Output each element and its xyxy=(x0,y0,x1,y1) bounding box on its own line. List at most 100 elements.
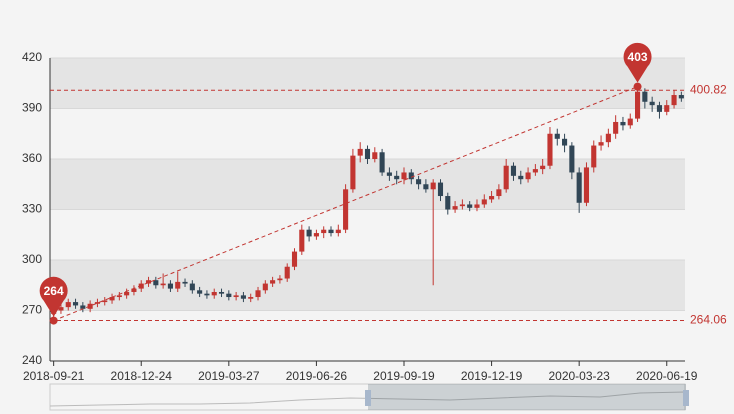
candle-body xyxy=(124,291,130,296)
candle-body xyxy=(510,165,517,176)
y-tick-label: 420 xyxy=(22,50,42,64)
candle-body xyxy=(627,118,633,126)
candle-body xyxy=(554,133,560,139)
candle-body xyxy=(255,290,261,298)
mark-line-label: 264.06 xyxy=(690,313,727,327)
split-area xyxy=(50,209,685,260)
y-tick-label: 390 xyxy=(22,101,42,115)
candle-body xyxy=(394,175,400,180)
candle-body xyxy=(642,91,648,102)
candle-body xyxy=(540,165,546,170)
candle-body xyxy=(72,302,79,306)
candle-body xyxy=(532,169,538,173)
candle-body xyxy=(671,95,677,106)
candle-body xyxy=(102,300,108,303)
candle-body xyxy=(649,101,655,106)
candle-body xyxy=(656,105,663,112)
candle-body xyxy=(591,145,597,168)
candle-body xyxy=(65,302,71,308)
zoom-preview xyxy=(49,391,686,407)
candle-body xyxy=(489,196,495,200)
candle-body xyxy=(167,283,173,289)
candle-body xyxy=(109,297,115,301)
candle-body xyxy=(116,295,122,298)
candle-body xyxy=(350,155,356,190)
candle-body xyxy=(503,165,509,190)
zoom-selection[interactable] xyxy=(368,384,686,410)
candle-body xyxy=(620,121,626,126)
candle-body xyxy=(678,95,684,99)
y-tick-label: 330 xyxy=(22,202,42,216)
candle-body xyxy=(547,133,553,166)
y-tick-label: 360 xyxy=(22,151,42,165)
candle-body xyxy=(562,138,568,146)
candle-body xyxy=(233,295,239,298)
candle-body xyxy=(160,283,166,286)
candle-body xyxy=(437,182,444,197)
split-area xyxy=(50,260,685,311)
candle-body xyxy=(313,233,319,237)
candle-body xyxy=(525,172,531,180)
candle-body xyxy=(496,189,502,197)
y-tick-label: 300 xyxy=(22,252,42,266)
candle-body xyxy=(87,303,93,309)
candle-body xyxy=(408,172,414,180)
candle-body xyxy=(445,196,451,210)
candle-body xyxy=(635,91,641,119)
candle-body xyxy=(664,105,670,112)
y-tick-label: 240 xyxy=(22,353,42,367)
x-tick-label: 2019-06-26 xyxy=(286,369,348,383)
mark-point-dot xyxy=(49,316,58,325)
y-tick-label: 270 xyxy=(22,303,42,317)
candle-body xyxy=(58,307,64,311)
candle-body xyxy=(189,283,195,291)
candle-body xyxy=(481,199,487,205)
zoom-handle[interactable] xyxy=(365,390,371,406)
candle-body xyxy=(569,145,575,173)
x-tick-label: 2020-06-19 xyxy=(636,369,698,383)
candle-body xyxy=(204,293,210,296)
mark-point-label: 403 xyxy=(628,50,648,64)
zoom-handle[interactable] xyxy=(683,390,689,406)
mark-point-pin xyxy=(39,276,68,317)
mark-point-label: 264 xyxy=(44,284,64,298)
candle-body xyxy=(452,206,458,210)
mark-line-label: 400.82 xyxy=(690,82,727,96)
candle-body xyxy=(576,172,582,203)
candle-body xyxy=(197,290,203,294)
data-zoom[interactable] xyxy=(49,383,689,411)
candle-body xyxy=(218,291,225,294)
candle-body xyxy=(328,229,334,234)
candle-body xyxy=(598,142,604,146)
split-area xyxy=(50,310,685,361)
candle-body xyxy=(284,266,290,279)
candle-body xyxy=(364,148,371,159)
candle-body xyxy=(379,152,385,173)
x-tick-label: 2019-03-27 xyxy=(198,369,260,383)
mark-point-pin xyxy=(623,42,652,83)
candle-body xyxy=(467,204,473,208)
candle-body xyxy=(423,184,429,190)
candle-body xyxy=(401,172,407,180)
candle-body xyxy=(299,229,305,252)
candle-body xyxy=(343,189,349,230)
x-tick-label: 2019-09-19 xyxy=(373,369,435,383)
candle-body xyxy=(270,280,276,284)
x-tick-label: 2018-12-24 xyxy=(111,369,173,383)
candle-body xyxy=(248,297,254,299)
candle-body xyxy=(131,288,137,292)
candle-body xyxy=(335,229,341,234)
mark-point-dot xyxy=(633,82,642,91)
candle-body xyxy=(94,302,100,304)
x-tick-label: 2019-12-19 xyxy=(461,369,523,383)
candle-body xyxy=(182,281,188,284)
x-tick-label: 2020-03-23 xyxy=(548,369,610,383)
split-area xyxy=(50,58,685,109)
candle-body xyxy=(175,281,181,289)
candle-body xyxy=(240,295,246,299)
candle-body xyxy=(605,133,611,143)
candle-body xyxy=(583,167,590,203)
candle-body xyxy=(211,291,217,296)
candle-body xyxy=(80,305,86,309)
